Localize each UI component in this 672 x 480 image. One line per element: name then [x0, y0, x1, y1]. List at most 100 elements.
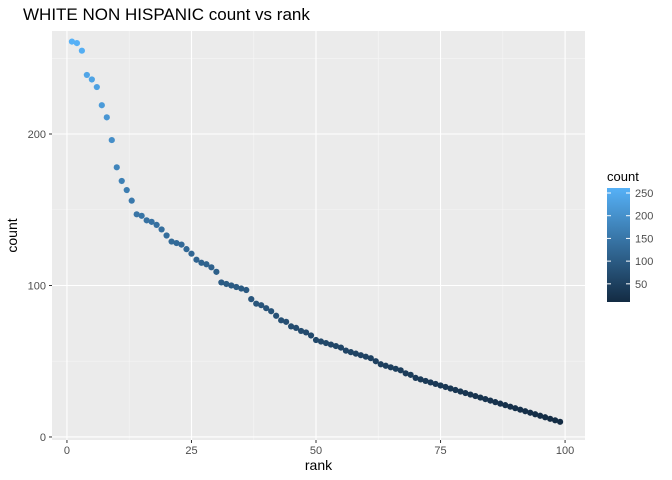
data-point [73, 40, 81, 47]
data-point [143, 217, 150, 224]
x-tick-label: 100 [556, 445, 574, 457]
data-point [532, 411, 539, 418]
grid-minor [52, 31, 585, 440]
data-point [537, 412, 544, 419]
x-tick-label: 25 [185, 445, 197, 457]
data-point [148, 218, 155, 225]
data-point [178, 241, 185, 248]
data-point [517, 406, 524, 413]
data-point [83, 71, 90, 79]
data-point [223, 280, 230, 288]
data-point [492, 399, 499, 406]
data-point [98, 102, 105, 109]
data-point [362, 353, 369, 360]
data-point [302, 329, 310, 336]
data-point [447, 385, 454, 392]
data-points [68, 38, 564, 425]
data-point [467, 391, 474, 398]
y-tick-label: 200 [28, 129, 46, 141]
data-point [327, 341, 335, 348]
data-point [437, 382, 444, 389]
data-point [412, 374, 419, 381]
y-tick-label: 100 [28, 280, 46, 292]
data-point [556, 418, 564, 425]
data-point [78, 47, 85, 54]
data-point [193, 256, 200, 263]
data-point [138, 212, 145, 219]
data-point [283, 318, 290, 325]
data-point [118, 177, 125, 185]
data-point [273, 312, 280, 319]
data-point [407, 371, 414, 378]
data-point [248, 296, 255, 303]
data-point [527, 409, 534, 416]
data-point [188, 250, 195, 257]
data-point [93, 83, 100, 91]
data-point [477, 394, 484, 401]
data-point [288, 323, 295, 330]
legend-label: 200 [635, 211, 653, 223]
data-point [128, 197, 135, 204]
data-point [163, 232, 170, 239]
data-point [502, 402, 509, 409]
data-point [68, 38, 76, 45]
data-point [382, 362, 389, 369]
data-point [123, 186, 130, 194]
data-point [108, 136, 115, 144]
x-axis-title: rank [305, 457, 333, 473]
data-point [103, 114, 110, 121]
data-point [377, 361, 384, 368]
data-point [452, 386, 459, 394]
data-point [263, 305, 270, 312]
data-point [357, 352, 364, 359]
data-point [297, 327, 305, 335]
data-point [552, 417, 559, 424]
data-point [307, 332, 315, 339]
x-axis: 0 25 50 75 100 [64, 440, 574, 457]
data-point [198, 259, 205, 266]
data-point [253, 300, 260, 307]
legend-colorbar [607, 188, 630, 302]
data-point [268, 308, 275, 315]
data-point [113, 164, 120, 171]
data-point [432, 380, 439, 388]
legend-ticks: 50 100 150 200 250 [607, 188, 653, 291]
data-point [317, 338, 325, 345]
data-point [522, 408, 529, 415]
data-point [203, 261, 210, 268]
data-point [278, 317, 285, 324]
y-axis: 0 100 200 [28, 129, 52, 444]
data-point [213, 268, 220, 275]
data-point [457, 388, 464, 395]
data-point [173, 239, 180, 247]
data-point [417, 376, 424, 383]
data-point [487, 397, 494, 404]
data-point [352, 350, 359, 357]
data-point [342, 347, 349, 354]
data-point [422, 377, 429, 385]
y-tick-label: 0 [40, 432, 46, 444]
data-point [332, 342, 340, 350]
data-point [462, 389, 469, 397]
data-point [512, 405, 519, 412]
data-point [243, 286, 250, 294]
data-point [218, 279, 225, 286]
data-point [472, 392, 479, 400]
data-point [322, 339, 330, 347]
legend-title: count [607, 169, 639, 184]
data-point [88, 76, 95, 83]
x-tick-label: 50 [310, 445, 322, 457]
data-point [292, 324, 300, 332]
data-point [542, 414, 549, 421]
plot-panel [52, 31, 585, 440]
grid-major [52, 31, 585, 440]
data-point [392, 365, 399, 372]
color-legend: count 50 100 150 200 250 [607, 169, 653, 302]
data-point [133, 211, 140, 218]
data-point [372, 358, 379, 365]
data-point [312, 336, 320, 344]
data-point [547, 415, 554, 422]
data-point [208, 264, 215, 271]
data-point [233, 283, 240, 291]
